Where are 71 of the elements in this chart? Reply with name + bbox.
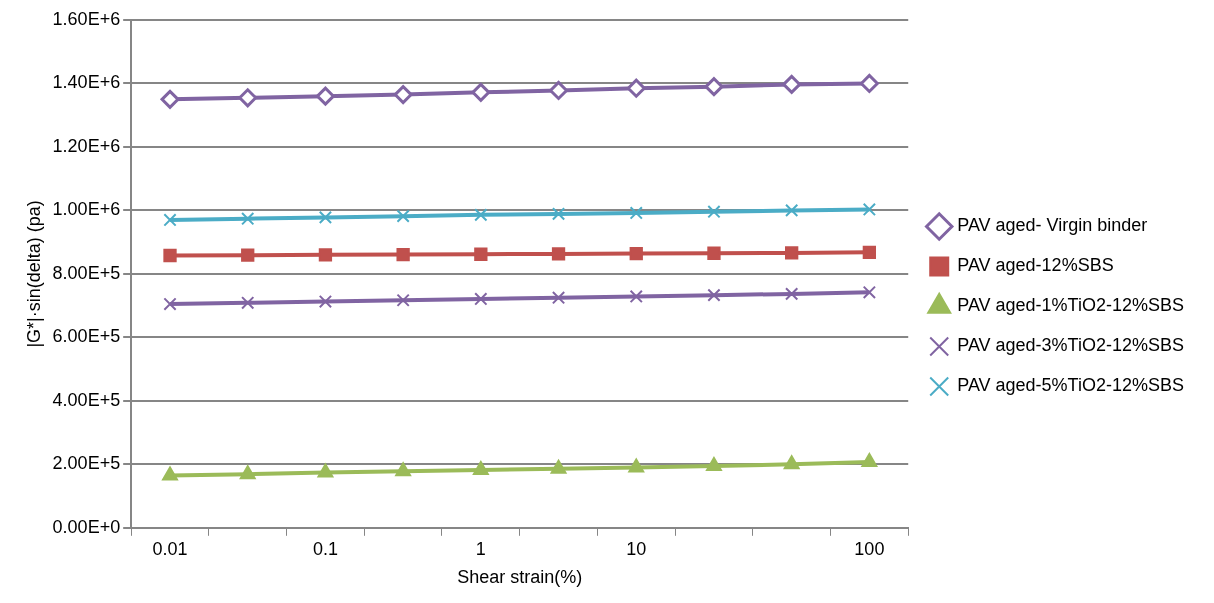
point xyxy=(317,463,334,478)
y-axis-title: |G*|·sin(delta) (pa) xyxy=(23,200,44,348)
x-tick-label: 10 xyxy=(626,538,647,559)
point xyxy=(393,85,413,105)
y-tick-label: 1.20E+6 xyxy=(52,135,121,156)
point xyxy=(783,455,800,470)
y-tick-label: 4.00E+5 xyxy=(52,389,121,410)
point xyxy=(707,205,721,219)
point xyxy=(862,202,877,217)
point xyxy=(785,246,799,260)
point xyxy=(707,246,721,260)
point xyxy=(785,203,799,218)
point xyxy=(862,285,877,299)
point xyxy=(782,74,802,94)
point xyxy=(859,73,879,93)
legend-label: PAV aged-12%SBS xyxy=(957,255,1114,276)
y-tick-label: 2.00E+5 xyxy=(52,453,121,474)
x-tick-label: 100 xyxy=(854,538,885,559)
point xyxy=(396,247,410,262)
point xyxy=(162,466,178,481)
point xyxy=(861,453,878,468)
point xyxy=(241,212,255,226)
point xyxy=(629,289,643,304)
point xyxy=(549,80,569,100)
point xyxy=(862,245,877,259)
point xyxy=(318,210,333,225)
point xyxy=(629,206,643,220)
point xyxy=(163,213,177,227)
point xyxy=(474,208,488,222)
point xyxy=(626,78,646,98)
y-tick-label: 1.00E+6 xyxy=(52,199,121,220)
point xyxy=(396,209,410,223)
x-tick-label: 1 xyxy=(475,538,486,559)
y-tick-label: 0.00E+0 xyxy=(52,516,121,537)
point xyxy=(706,456,722,471)
point xyxy=(163,297,177,311)
point xyxy=(785,287,799,301)
point xyxy=(551,207,566,221)
point xyxy=(241,296,255,310)
point xyxy=(315,86,335,106)
point xyxy=(707,288,721,302)
point xyxy=(238,88,258,108)
point xyxy=(318,248,333,262)
x-axis-title: Shear strain(%) xyxy=(457,567,583,588)
x-tick-label: 0.1 xyxy=(312,538,338,559)
y-tick-label: 8.00E+5 xyxy=(52,262,121,283)
point xyxy=(474,247,488,261)
legend-label: PAV aged-3%TiO2-12%SBS xyxy=(957,335,1185,356)
point xyxy=(160,89,180,109)
point xyxy=(396,293,410,307)
legend-label: PAV aged-1%TiO2-12%SBS xyxy=(957,295,1185,316)
point xyxy=(551,247,566,261)
point xyxy=(472,461,489,476)
y-tick-label: 1.40E+6 xyxy=(52,72,121,93)
point xyxy=(628,458,645,473)
legend-label: PAV aged-5%TiO2-12%SBS xyxy=(957,375,1185,396)
point xyxy=(318,294,333,309)
point xyxy=(471,82,491,102)
point xyxy=(629,246,643,261)
point xyxy=(550,459,567,474)
y-tick-label: 6.00E+5 xyxy=(52,326,121,347)
x-tick-label: 0.01 xyxy=(152,538,188,559)
point xyxy=(395,462,412,477)
point xyxy=(551,291,566,305)
point xyxy=(163,248,177,263)
point xyxy=(474,292,488,306)
point xyxy=(704,77,724,97)
y-tick-label: 1.60E+6 xyxy=(52,8,121,29)
point xyxy=(239,465,256,480)
point xyxy=(241,248,255,262)
legend-label: PAV aged- Virgin binder xyxy=(957,215,1148,236)
